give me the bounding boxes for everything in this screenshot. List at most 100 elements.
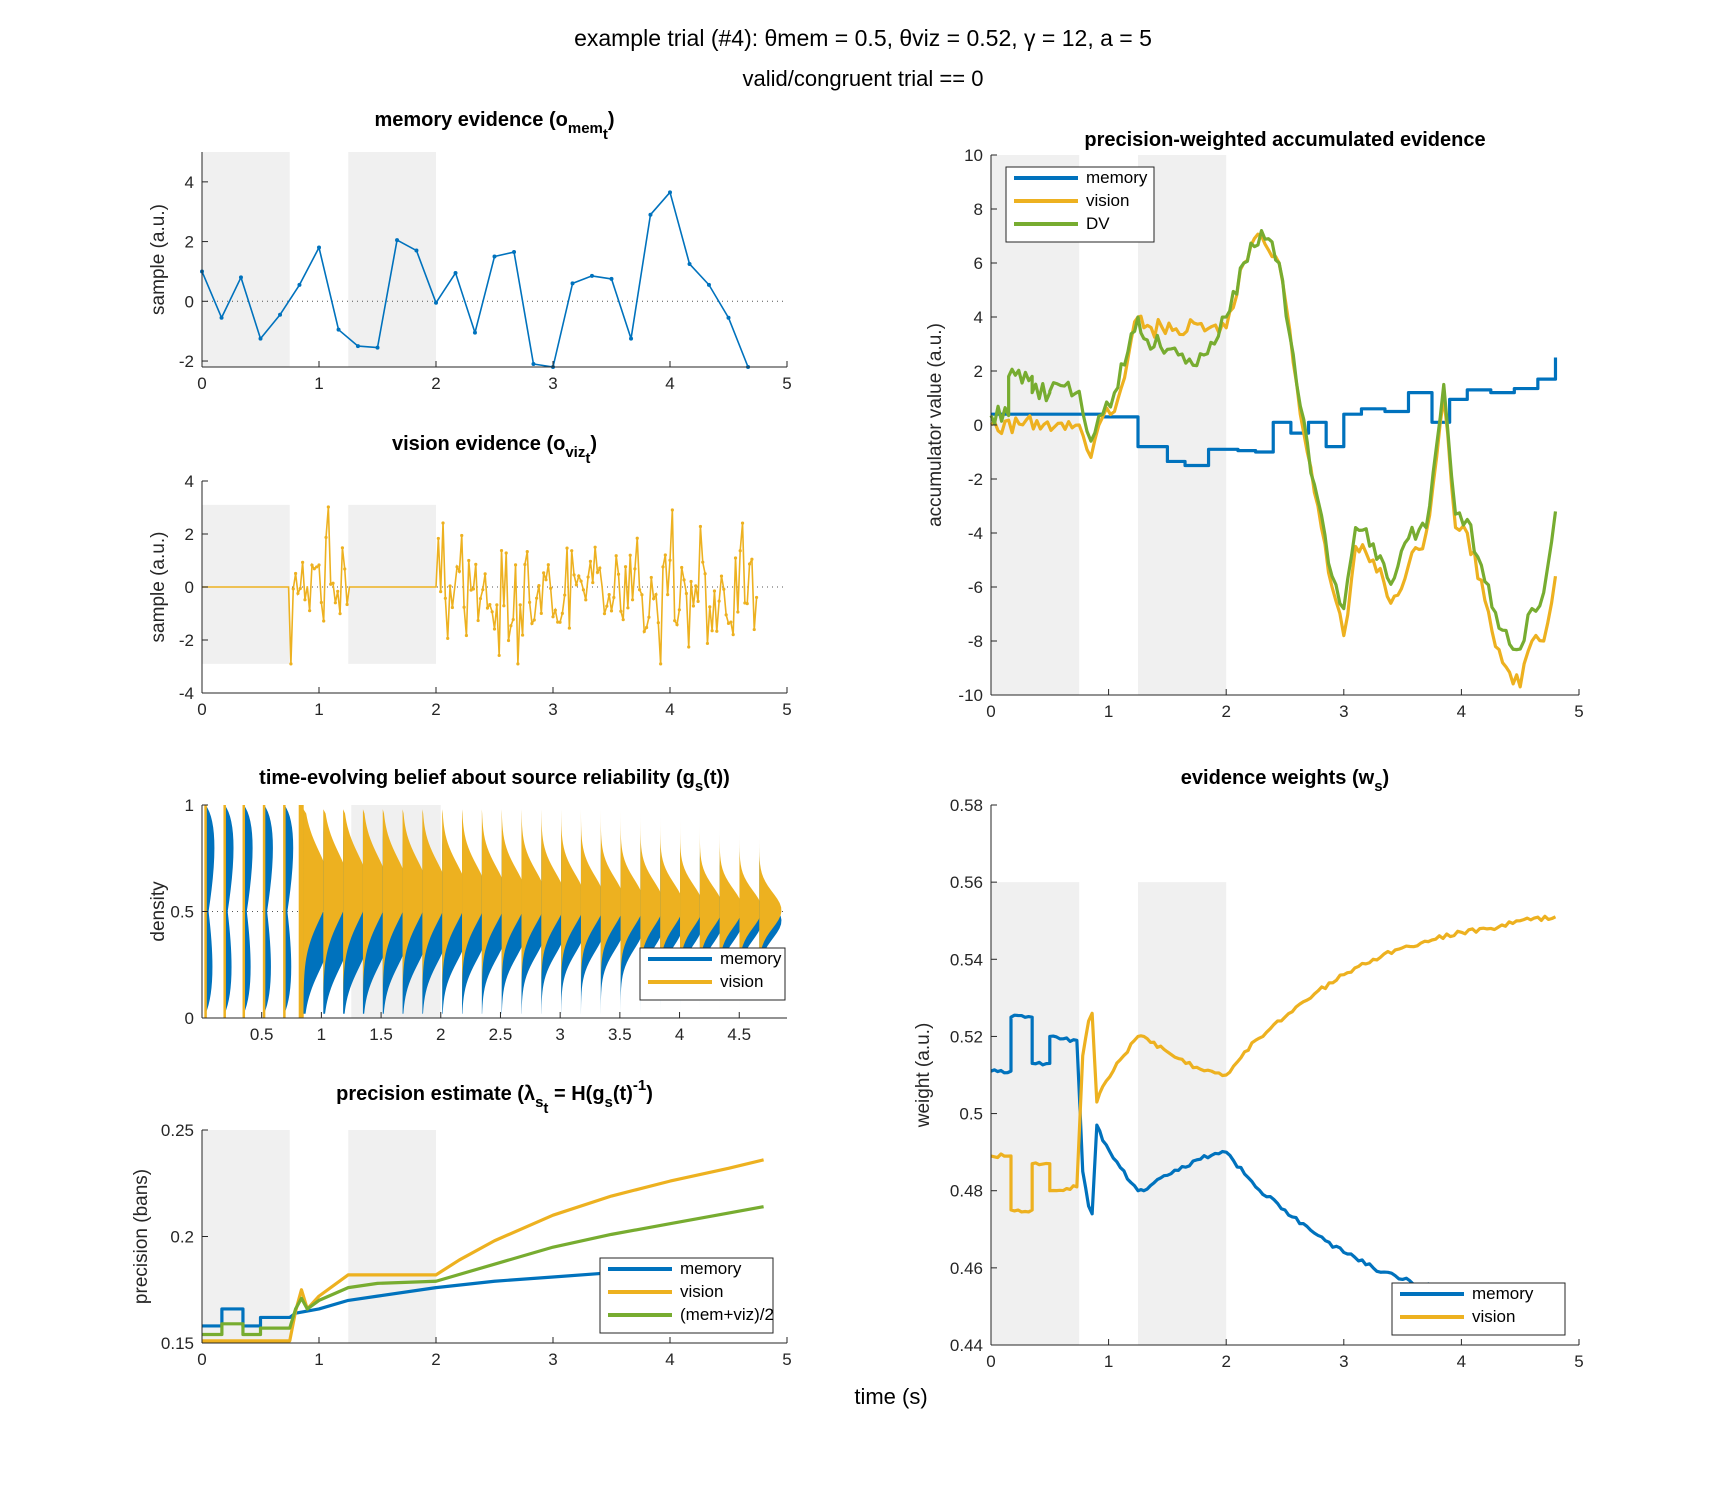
y-tick-label: 0.5 <box>959 1105 983 1124</box>
sample-point <box>649 575 653 580</box>
vision-density <box>739 809 762 1014</box>
x-tick-label: 3 <box>548 374 557 393</box>
sample-point <box>340 546 344 550</box>
x-tick-label: 1 <box>314 700 323 719</box>
sample-point <box>238 275 243 280</box>
sample-point <box>605 604 609 608</box>
sample-point <box>565 546 569 550</box>
x-tick-label: 5 <box>782 700 791 719</box>
y-tick-label: 0 <box>185 292 194 311</box>
legend: memory vision <box>1391 1282 1566 1336</box>
sample-point <box>612 595 616 600</box>
sample-point <box>652 597 656 601</box>
axes: 0 1 2 3 4 5 0.44 0.46 0.48 0.5 0.52 0.54 0.56 0.58 <box>950 796 1584 1371</box>
y-tick-label: 1 <box>185 796 194 815</box>
sample-point <box>481 588 485 592</box>
sample-point <box>747 562 752 566</box>
panel-vision-evidence: 0 1 2 3 4 5 -4 -2 0 2 4 sample (a.u.) vision evidenc… <box>148 433 792 719</box>
y-tick-label: 4 <box>185 173 194 192</box>
sample-point <box>516 662 520 666</box>
vision-density <box>620 809 644 1014</box>
vision-density <box>343 809 369 1014</box>
y-tick-label: 6 <box>974 254 983 273</box>
sample-point <box>532 618 536 622</box>
sample-point <box>488 603 492 607</box>
sample-point <box>633 567 637 571</box>
y-tick-label: -8 <box>968 632 983 651</box>
x-tick-label: 1 <box>314 1350 323 1369</box>
axes: 0.5 1 1.5 2 2.5 3 3.5 4 4.5 0 0.5 1 <box>170 796 787 1044</box>
y-tick-label: 2 <box>185 233 194 252</box>
sample-point <box>680 565 684 570</box>
legend: memory vision (mem+viz)/2 <box>599 1257 774 1334</box>
x-tick-label: 2 <box>436 1025 445 1044</box>
sample-point <box>661 565 665 569</box>
legend-entry: memory <box>680 1259 742 1278</box>
sample-point <box>619 609 623 613</box>
sample-point <box>703 572 707 576</box>
y-tick-label: -10 <box>958 686 983 705</box>
sample-point <box>312 567 316 571</box>
sample-point <box>645 625 649 630</box>
shaded-interval <box>202 504 290 664</box>
sample-point <box>499 548 504 553</box>
sample-point <box>258 336 263 341</box>
x-tick-label: 4 <box>1457 702 1466 721</box>
series-line-memviz <box>202 1205 764 1337</box>
sample-point <box>512 250 517 255</box>
panel-title: precision estimate (λst = H(gs(t)-1) <box>336 1077 653 1117</box>
sample-markers <box>289 505 759 666</box>
sample-point <box>563 593 567 597</box>
legend-entry: memory <box>1472 1284 1534 1303</box>
sample-point <box>570 549 574 553</box>
x-tick-label: 4 <box>665 374 674 393</box>
sample-point <box>310 563 314 567</box>
vision-density <box>501 809 526 1014</box>
sample-point <box>460 533 464 538</box>
sample-point <box>722 587 726 591</box>
vision-density <box>521 809 546 1014</box>
vision-density <box>481 809 507 1014</box>
sample-point <box>654 592 658 597</box>
sample-point <box>509 624 513 628</box>
panel-precision: 0 1 2 3 4 5 0.15 0.2 0.25 precision (bans) precisi… <box>131 1077 792 1369</box>
y-tick-label: -2 <box>179 352 194 371</box>
sample-point <box>572 573 576 577</box>
sample-point <box>474 562 478 566</box>
x-tick-label: 0.5 <box>250 1025 274 1044</box>
legend-entry: (mem+viz)/2 <box>680 1305 774 1324</box>
sample-point <box>511 617 515 622</box>
sample-point <box>715 629 719 633</box>
sample-point <box>705 641 710 646</box>
panel-title: precision-weighted accumulated evidence <box>1084 129 1485 151</box>
sample-point <box>740 521 745 525</box>
sample-point <box>637 588 642 592</box>
sample-point <box>593 545 597 549</box>
x-tick-label: 2 <box>1221 702 1230 721</box>
vision-density <box>580 809 605 1014</box>
series-line-memory <box>991 357 1558 468</box>
sample-point <box>668 558 672 562</box>
sample-point <box>719 574 724 578</box>
vision-density <box>759 809 782 1014</box>
sample-point <box>670 508 674 512</box>
sample-point <box>326 505 330 509</box>
sample-point <box>584 598 588 602</box>
x-tick-label: 5 <box>782 374 791 393</box>
y-tick-label: 0.54 <box>950 950 983 969</box>
sample-point <box>656 621 660 625</box>
y-axis-label: density <box>148 881 169 942</box>
panel-title: vision evidence (ovizt) <box>392 433 597 467</box>
sample-point <box>518 603 522 607</box>
y-tick-label: 4 <box>185 472 194 491</box>
sample-point <box>355 344 360 349</box>
sample-point <box>570 281 575 286</box>
vision-density <box>303 809 330 1014</box>
sample-point <box>414 248 419 253</box>
sample-point <box>738 549 742 553</box>
x-tick-label: 4 <box>665 700 674 719</box>
panel-belief: 0.5 1 1.5 2 2.5 3 3.5 4 4.5 0 0.5 1 density time-evol… <box>148 767 787 1044</box>
sample-point <box>579 579 583 583</box>
